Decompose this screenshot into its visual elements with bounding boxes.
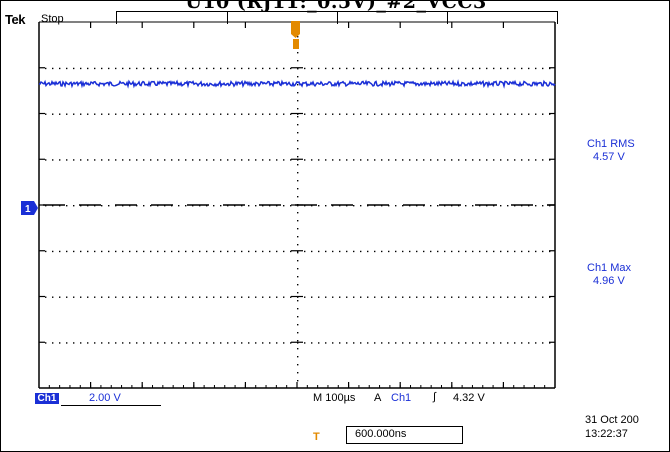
- ch1-waveform: [38, 79, 556, 89]
- scale-underline: [61, 405, 161, 406]
- channel-1-marker-text: 1: [25, 204, 31, 215]
- rms-measurement-value: 4.57 V: [593, 151, 625, 163]
- capture-date: 31 Oct 200: [585, 414, 639, 426]
- trigger-slope-icon: ∫: [433, 391, 437, 403]
- channel-1-marker-icon: 1: [21, 201, 38, 215]
- capture-title: U10 (RJ11:_0.5V)_#2_VCC3: [185, 0, 487, 13]
- brand-label: Tek: [5, 12, 25, 27]
- capture-time: 13:22:37: [585, 428, 628, 440]
- channel-badge: Ch1: [35, 393, 59, 404]
- record-view-bar: [116, 11, 558, 24]
- trigger-source: Ch1: [391, 392, 412, 404]
- trigger-position-icon: [291, 21, 300, 49]
- trigger-level: 4.32 V: [453, 392, 485, 404]
- rms-measurement-label: Ch1 RMS: [587, 138, 635, 150]
- trigger-position-tag: T: [313, 431, 320, 443]
- timebase-readout: M 100µs: [313, 392, 356, 404]
- channel-scale: 2.00 V: [89, 392, 121, 404]
- trigger-position-value: 600.000ns: [355, 428, 407, 440]
- max-measurement-label: Ch1 Max: [587, 262, 632, 274]
- trigger-mode: A: [374, 392, 382, 404]
- max-measurement-value: 4.96 V: [593, 275, 625, 287]
- trigger-position-box: 600.000ns: [346, 426, 463, 444]
